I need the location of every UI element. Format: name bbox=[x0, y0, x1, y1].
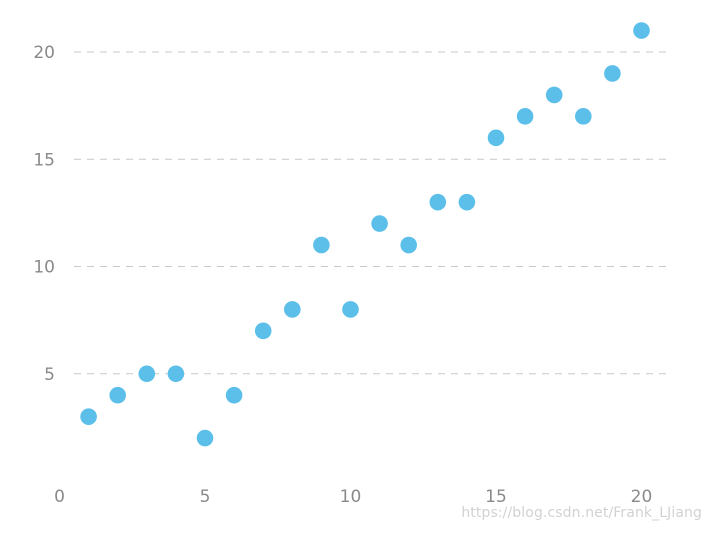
data-point bbox=[516, 108, 534, 125]
y-tick-label: 5 bbox=[44, 365, 55, 385]
grid-lines bbox=[74, 51, 670, 375]
data-point bbox=[429, 193, 447, 211]
data-point bbox=[254, 322, 272, 340]
data-point bbox=[313, 236, 330, 254]
x-tick-label: 0 bbox=[54, 487, 65, 507]
data-point bbox=[487, 129, 505, 147]
y-tick-label: 20 bbox=[33, 43, 55, 63]
y-tick-label: 15 bbox=[33, 150, 55, 170]
x-tick-label: 20 bbox=[631, 487, 653, 507]
y-tick-label: 10 bbox=[33, 258, 55, 278]
x-tick-label: 10 bbox=[340, 487, 362, 507]
data-point bbox=[342, 301, 359, 318]
data-point bbox=[633, 22, 650, 39]
data-point bbox=[109, 386, 126, 404]
data-point bbox=[575, 108, 592, 125]
x-tick-label: 5 bbox=[200, 487, 211, 507]
data-point bbox=[545, 86, 563, 104]
data-point bbox=[225, 386, 243, 404]
data-point bbox=[167, 365, 185, 383]
data-point bbox=[604, 65, 621, 82]
y-axis-ticks: 5 10 15 20 bbox=[33, 43, 55, 385]
data-point bbox=[400, 236, 418, 254]
data-point bbox=[458, 193, 476, 211]
data-point bbox=[196, 429, 214, 447]
data-point bbox=[138, 365, 156, 383]
data-points bbox=[80, 22, 650, 447]
x-tick-label: 15 bbox=[485, 487, 507, 507]
data-point bbox=[284, 301, 301, 318]
data-point bbox=[371, 215, 388, 232]
data-point bbox=[80, 408, 97, 425]
x-axis-ticks: 0 5 10 15 20 bbox=[54, 487, 652, 507]
watermark-text: https://blog.csdn.net/Frank_LJiang bbox=[461, 505, 702, 521]
